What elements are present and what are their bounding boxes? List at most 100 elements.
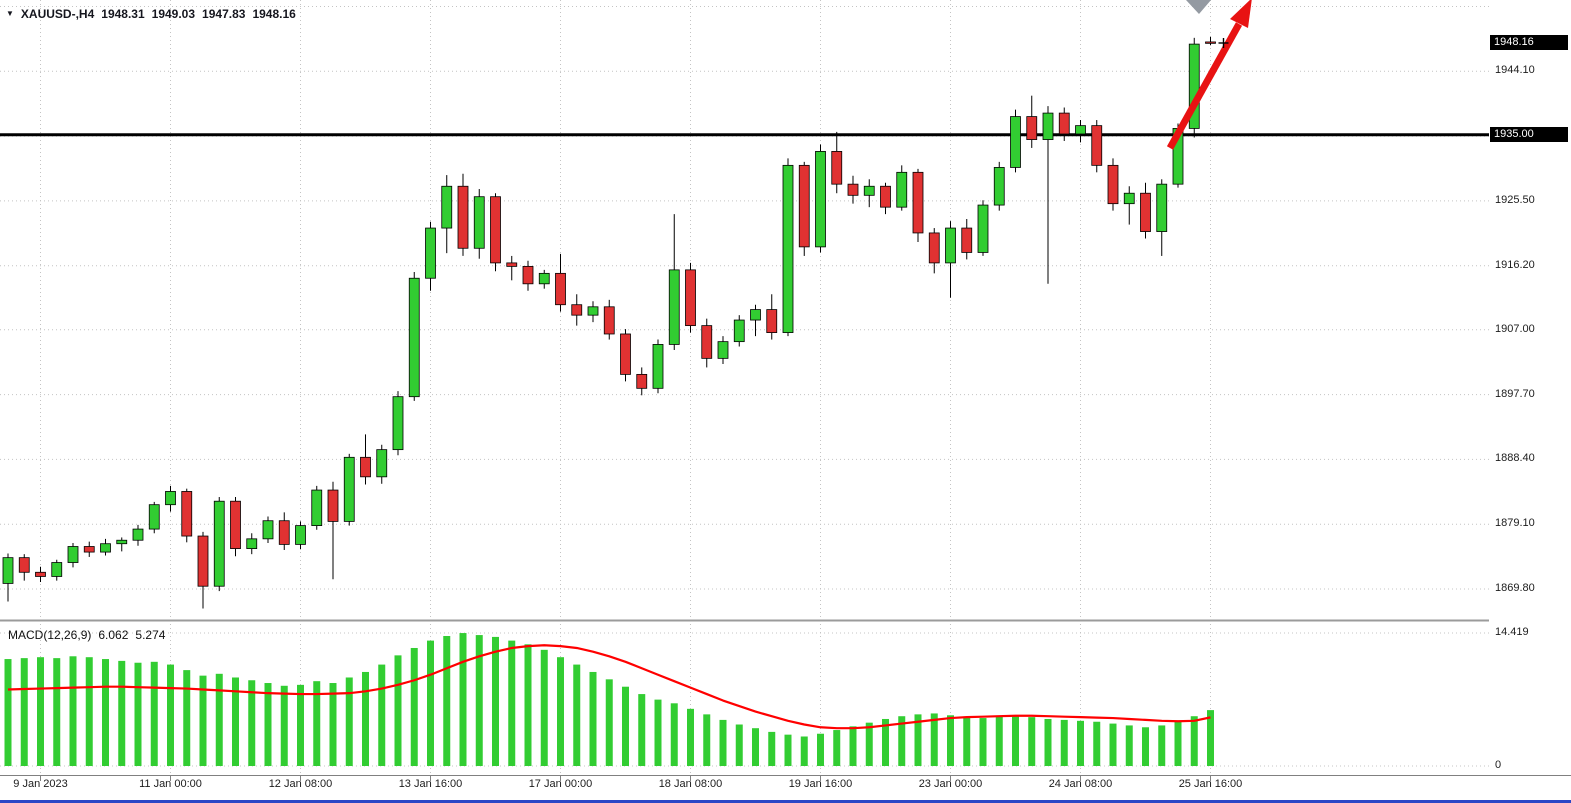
price-axis-label: 1869.80 bbox=[1495, 582, 1535, 594]
time-axis-label: 25 Jan 16:00 bbox=[1178, 778, 1243, 790]
macd-bar bbox=[313, 681, 321, 766]
candle-body bbox=[1010, 116, 1021, 168]
macd-bar bbox=[865, 722, 873, 766]
macd-bar bbox=[1093, 721, 1101, 766]
current-price-tag: 1948.16 bbox=[1490, 34, 1568, 50]
macd-bar bbox=[264, 683, 272, 766]
candle-body bbox=[376, 449, 388, 478]
macd-bar bbox=[719, 719, 727, 766]
candle-body bbox=[798, 164, 810, 248]
candle-body bbox=[408, 277, 420, 398]
price-axis-label: 1879.10 bbox=[1495, 517, 1535, 530]
candle-body bbox=[51, 562, 63, 577]
candle-body bbox=[278, 520, 290, 545]
candle-body bbox=[961, 227, 973, 253]
candle-body bbox=[977, 204, 989, 253]
macd-bar bbox=[752, 728, 759, 766]
candle-body bbox=[116, 539, 128, 545]
macd-bar bbox=[378, 664, 386, 766]
macd-bar bbox=[37, 657, 44, 766]
macd-bar bbox=[1158, 725, 1166, 766]
macd-bar bbox=[1125, 725, 1133, 766]
price-axis-label: 1944.10 bbox=[1495, 64, 1535, 77]
time-axis-label: 17 Jan 00:00 bbox=[528, 778, 593, 790]
macd-bar bbox=[735, 724, 743, 766]
macd-bar bbox=[1190, 716, 1198, 766]
candle-body bbox=[571, 304, 583, 316]
macd-bar bbox=[345, 677, 353, 766]
candle-body bbox=[2, 557, 14, 584]
macd-bar bbox=[768, 731, 776, 766]
candle-body bbox=[831, 151, 843, 185]
time-axis-label: 19 Jan 16:00 bbox=[788, 778, 853, 790]
candle-body bbox=[425, 227, 436, 279]
macd-bar bbox=[508, 640, 516, 766]
macd-bar bbox=[622, 686, 629, 766]
macd-bar bbox=[524, 644, 532, 766]
candle-body bbox=[213, 500, 225, 587]
macd-bar bbox=[963, 717, 971, 766]
macd-bar bbox=[492, 636, 499, 766]
macd-bar bbox=[1077, 720, 1084, 766]
macd-bar bbox=[589, 671, 597, 766]
macd-bar bbox=[1044, 718, 1052, 766]
collapse-indicator-icon[interactable]: ▼ bbox=[6, 9, 14, 18]
candle-body bbox=[652, 344, 664, 389]
macd-bar bbox=[670, 703, 678, 766]
candle-body bbox=[668, 269, 680, 345]
candle-body bbox=[35, 571, 46, 577]
time-axis[interactable]: 9 Jan 2023 11 Jan 00:00 12 Jan 08:00 13 Jan… bbox=[0, 777, 1571, 799]
panel-frames bbox=[0, 0, 1571, 776]
candle-body bbox=[636, 373, 648, 389]
candle-body bbox=[587, 306, 599, 316]
macd-bar bbox=[297, 684, 304, 766]
macd-bar bbox=[654, 699, 662, 766]
price-axis-label: 1916.20 bbox=[1495, 258, 1535, 271]
macd-histogram bbox=[4, 633, 1214, 766]
ohlc-open-value: 1948.31 bbox=[101, 7, 145, 21]
candle-body bbox=[360, 456, 371, 478]
candle-body bbox=[262, 520, 274, 540]
candle-body bbox=[555, 272, 566, 306]
macd-bar bbox=[215, 673, 223, 766]
macd-bar bbox=[1028, 717, 1036, 766]
candlestick-series bbox=[2, 36, 1216, 609]
candle-body bbox=[327, 489, 339, 522]
macd-bar bbox=[817, 733, 824, 766]
candle-body bbox=[1042, 112, 1054, 140]
candle-body bbox=[246, 538, 258, 549]
last-price-marker bbox=[1218, 37, 1229, 48]
macd-bar bbox=[1012, 715, 1019, 766]
candle-body bbox=[506, 262, 518, 267]
candle-body bbox=[165, 491, 176, 506]
time-axis-label: 18 Jan 08:00 bbox=[658, 778, 723, 790]
macd-bar bbox=[53, 658, 61, 766]
time-axis-label: 24 Jan 08:00 bbox=[1048, 778, 1113, 790]
macd-bar bbox=[394, 655, 402, 766]
macd-bar bbox=[833, 730, 841, 766]
macd-bar bbox=[995, 716, 1003, 766]
axis-ticks bbox=[40, 42, 1494, 781]
macd-bar bbox=[557, 657, 564, 766]
macd-axis-label: 14.419 bbox=[1495, 626, 1529, 639]
price-axis-label: 1925.50 bbox=[1495, 193, 1535, 206]
macd-bar bbox=[1109, 723, 1117, 766]
candle-body bbox=[100, 543, 111, 553]
macd-bar bbox=[784, 734, 792, 766]
candle-body bbox=[685, 269, 696, 327]
macd-bar bbox=[150, 661, 158, 766]
macd-bar bbox=[540, 649, 548, 766]
candle-body bbox=[701, 325, 713, 359]
candle-body bbox=[67, 546, 79, 563]
candle-body bbox=[880, 185, 891, 208]
candle-body bbox=[1075, 125, 1086, 135]
price-axis[interactable]: 1944.10 1925.50 1916.20 1907.00 1897.70 1888.… bbox=[1489, 0, 1571, 775]
candle-body bbox=[181, 491, 193, 537]
macd-bar bbox=[979, 718, 987, 766]
candle-body bbox=[311, 489, 323, 526]
candle-body bbox=[945, 227, 956, 264]
trend-up-arrow-annotation bbox=[1166, 0, 1252, 150]
price-axis-label: 1897.70 bbox=[1495, 387, 1535, 400]
candle-body bbox=[197, 535, 209, 587]
